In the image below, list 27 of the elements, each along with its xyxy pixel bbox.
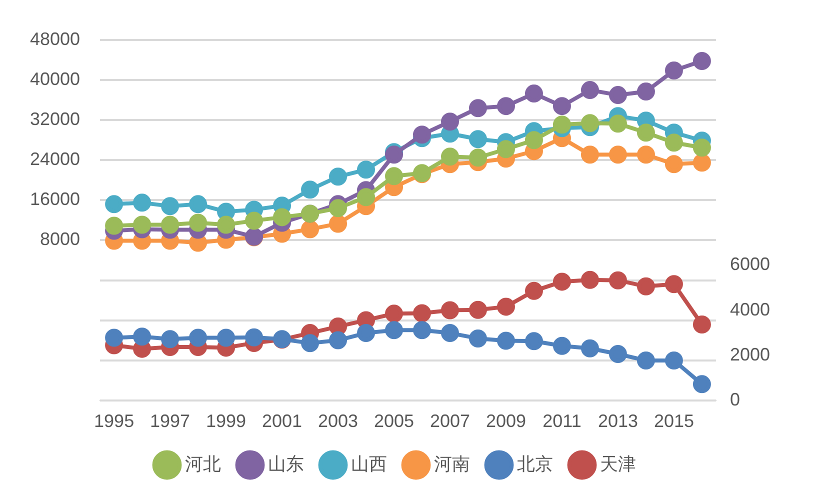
x-tick-label: 1997 xyxy=(150,411,190,432)
y2-tick-label: 0 xyxy=(730,389,740,410)
legend-label: 山东 xyxy=(268,454,304,474)
y2-tick-label: 6000 xyxy=(730,254,770,274)
x-tick-label: 2013 xyxy=(598,411,638,432)
legend-label: 天津 xyxy=(600,454,636,474)
y-tick-label: 16000 xyxy=(30,189,80,210)
legend-label: 河北 xyxy=(185,454,221,474)
x-tick-label: 2003 xyxy=(318,411,358,432)
y2-tick-label: 4000 xyxy=(730,299,770,320)
x-tick-label: 1999 xyxy=(206,411,246,432)
legend-label: 山西 xyxy=(351,454,387,474)
y-tick-label: 24000 xyxy=(30,149,80,170)
y-tick-label: 40000 xyxy=(30,69,80,90)
x-tick-label: 2011 xyxy=(542,411,582,432)
x-tick-label: 2001 xyxy=(262,411,302,432)
y-tick-label: 8000 xyxy=(40,229,80,250)
x-tick-label: 2009 xyxy=(486,411,526,432)
y-tick-label: 48000 xyxy=(30,28,80,49)
legend-label: 北京 xyxy=(517,454,553,474)
legend-label: 河南 xyxy=(434,454,470,474)
x-tick-label: 2015 xyxy=(654,411,694,432)
x-tick-label: 1995 xyxy=(94,411,134,432)
x-tick-label: 2007 xyxy=(430,411,470,432)
y-tick-label: 32000 xyxy=(30,109,80,130)
x-tick-label: 2005 xyxy=(374,411,414,432)
y2-tick-label: 2000 xyxy=(730,344,770,364)
